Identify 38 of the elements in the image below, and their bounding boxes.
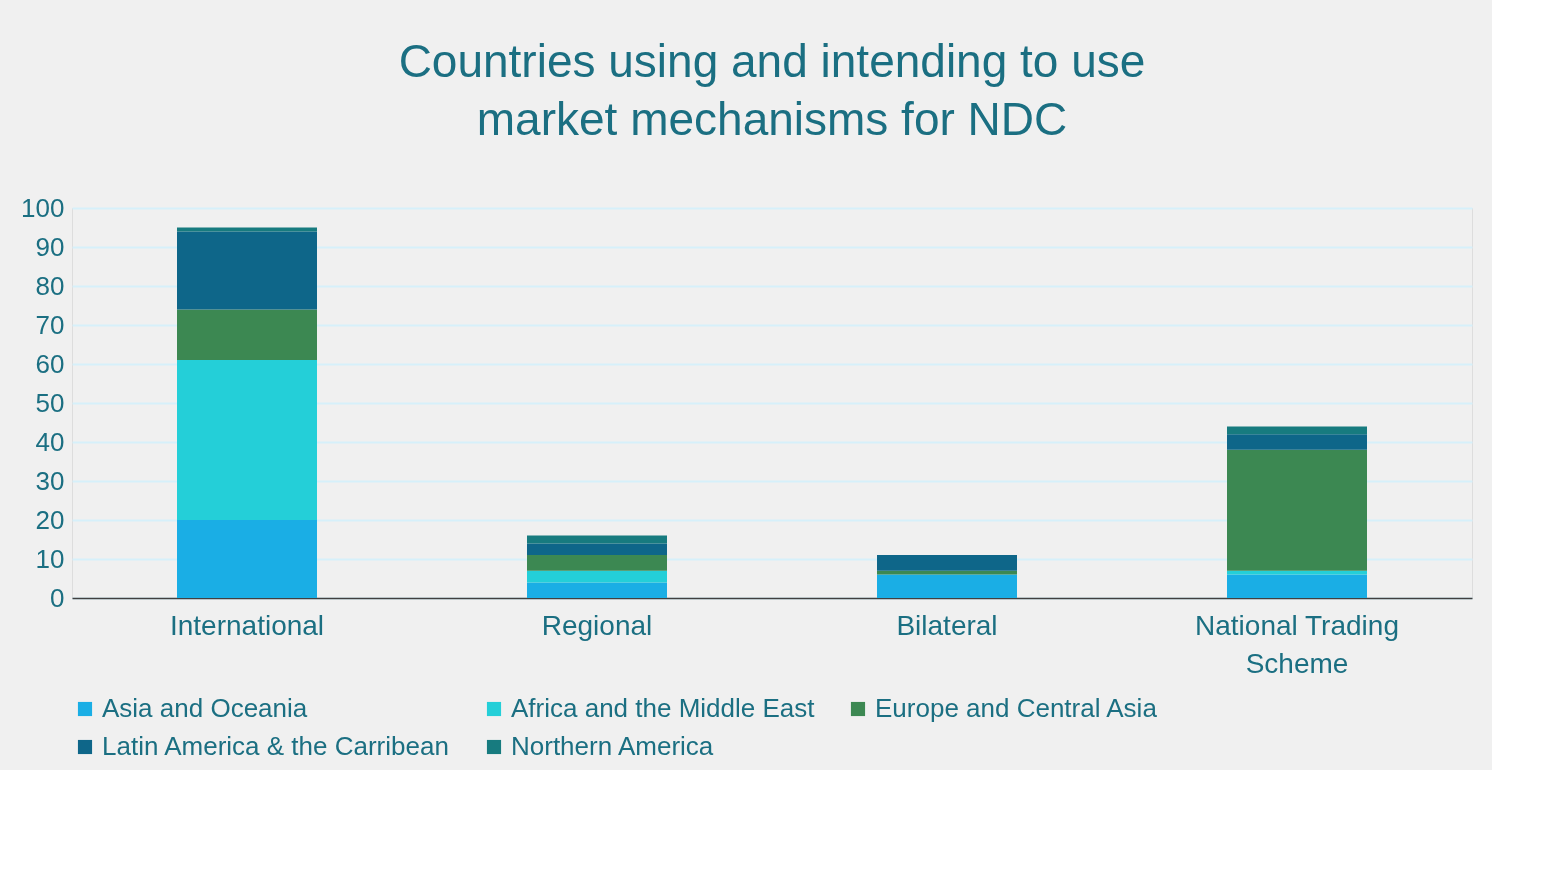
y-tick-label: 80 bbox=[35, 270, 65, 301]
bar bbox=[527, 535, 667, 544]
legend-label: Asia and Oceania bbox=[102, 693, 308, 723]
bar bbox=[877, 574, 1017, 598]
legend-label: Northern America bbox=[511, 731, 714, 761]
y-tick-label: 90 bbox=[35, 231, 65, 262]
bar bbox=[527, 555, 667, 571]
bar bbox=[1227, 449, 1367, 571]
y-tick-label: 30 bbox=[35, 465, 65, 496]
x-tick-label: International bbox=[169, 609, 325, 641]
bar bbox=[527, 543, 667, 556]
y-tick-label: 20 bbox=[35, 504, 65, 535]
x-tick-label: Regional bbox=[541, 609, 653, 641]
bar bbox=[177, 231, 317, 310]
y-tick-label: 70 bbox=[35, 309, 65, 340]
bar bbox=[1227, 434, 1367, 450]
bar bbox=[1227, 574, 1367, 598]
y-tick-label: 40 bbox=[35, 426, 65, 457]
y-tick-label: 60 bbox=[35, 348, 65, 379]
bar bbox=[1227, 570, 1367, 575]
y-tick-label: 0 bbox=[50, 582, 65, 613]
bar bbox=[877, 570, 1017, 575]
chart-title: Countries using and intending to use market mechanisms for NDC bbox=[398, 35, 1146, 145]
bar bbox=[1227, 426, 1367, 435]
bar bbox=[177, 309, 317, 361]
legend-label: Europe and Central Asia bbox=[875, 693, 1158, 723]
y-tick-label: 50 bbox=[35, 387, 65, 418]
y-tick-label: 10 bbox=[35, 543, 65, 574]
bar bbox=[877, 555, 1017, 571]
x-tick-label: Bilateral bbox=[896, 609, 998, 641]
legend-label: Africa and the Middle East bbox=[511, 693, 816, 723]
bar bbox=[177, 520, 317, 598]
bar bbox=[177, 360, 317, 520]
y-tick-label: 100 bbox=[21, 192, 65, 223]
x-tick-label: National Trading Scheme bbox=[1195, 609, 1399, 679]
bar bbox=[527, 570, 667, 583]
bar bbox=[527, 582, 667, 598]
legend-label: Latin America & the Carribean bbox=[102, 731, 449, 761]
